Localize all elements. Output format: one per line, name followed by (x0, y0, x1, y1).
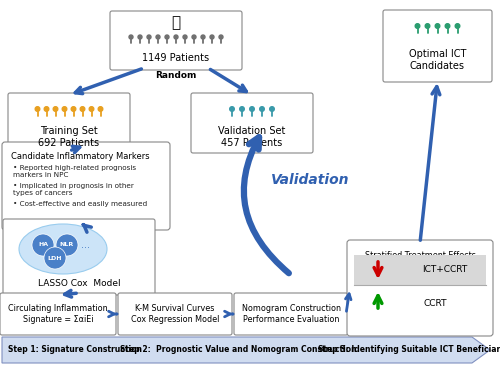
Text: K-M Survival Curves
Cox Regression Model: K-M Survival Curves Cox Regression Model (131, 304, 219, 324)
Text: Nomogram Construction
Performance Evaluation: Nomogram Construction Performance Evalua… (242, 304, 340, 324)
Text: LDH: LDH (48, 255, 62, 261)
Text: Training Set
692 Patients: Training Set 692 Patients (38, 126, 100, 148)
Text: • Reported high-related prognosis
markers in NPC: • Reported high-related prognosis marker… (13, 165, 136, 178)
Text: Step 2:  Prognostic Value and Nomogram Construction: Step 2: Prognostic Value and Nomogram Co… (120, 345, 356, 354)
Circle shape (71, 107, 76, 111)
Circle shape (201, 35, 205, 39)
Circle shape (35, 107, 40, 111)
Circle shape (415, 24, 420, 28)
Text: Optimal ICT
Candidates: Optimal ICT Candidates (409, 49, 466, 71)
Circle shape (89, 107, 94, 111)
Text: HA: HA (38, 243, 48, 248)
Circle shape (32, 234, 54, 256)
Text: ...: ... (80, 240, 90, 250)
Circle shape (230, 107, 234, 111)
Circle shape (80, 107, 85, 111)
Text: Validation: Validation (271, 173, 349, 187)
FancyArrow shape (2, 337, 490, 363)
Text: 1149 Patients: 1149 Patients (142, 53, 210, 63)
Text: 🏥: 🏥 (172, 15, 180, 30)
Text: Step 1: Signature Construction: Step 1: Signature Construction (8, 345, 142, 354)
Circle shape (53, 107, 58, 111)
Circle shape (219, 35, 223, 39)
Text: Candidate Inflammatory Markers: Candidate Inflammatory Markers (11, 152, 149, 161)
Circle shape (435, 24, 440, 28)
Text: CCRT: CCRT (423, 298, 447, 307)
Circle shape (174, 35, 178, 39)
Ellipse shape (19, 224, 107, 274)
FancyBboxPatch shape (118, 293, 232, 335)
FancyBboxPatch shape (0, 293, 116, 335)
Circle shape (44, 107, 49, 111)
Circle shape (165, 35, 169, 39)
FancyBboxPatch shape (347, 240, 493, 336)
Text: Validation Set
457 Patients: Validation Set 457 Patients (218, 126, 286, 148)
Circle shape (138, 35, 142, 39)
Circle shape (156, 35, 160, 39)
Circle shape (425, 24, 430, 28)
Text: Stratified Treatment Effects: Stratified Treatment Effects (364, 251, 476, 260)
Circle shape (250, 107, 254, 111)
FancyBboxPatch shape (110, 11, 242, 70)
FancyBboxPatch shape (354, 255, 486, 285)
FancyBboxPatch shape (234, 293, 348, 335)
Circle shape (445, 24, 450, 28)
Text: Step 3: Identifying Suitable ICT Beneficiaries: Step 3: Identifying Suitable ICT Benefic… (318, 345, 500, 354)
Text: • Implicated in prognosis in other
types of cancers: • Implicated in prognosis in other types… (13, 183, 134, 196)
Circle shape (240, 107, 244, 111)
Circle shape (62, 107, 67, 111)
Circle shape (147, 35, 151, 39)
Circle shape (192, 35, 196, 39)
FancyBboxPatch shape (383, 10, 492, 82)
Text: LASSO Cox  Model: LASSO Cox Model (38, 279, 120, 288)
FancyBboxPatch shape (8, 93, 130, 153)
Circle shape (98, 107, 103, 111)
Text: ICT+CCRT: ICT+CCRT (422, 266, 468, 274)
Circle shape (260, 107, 264, 111)
Text: Circulating Inflammation
Signature = ΣαiEi: Circulating Inflammation Signature = Σαi… (8, 304, 108, 324)
FancyBboxPatch shape (191, 93, 313, 153)
Circle shape (56, 234, 78, 256)
Text: NLR: NLR (60, 243, 74, 248)
Circle shape (270, 107, 274, 111)
FancyBboxPatch shape (2, 142, 170, 230)
Text: • Cost-effective and easily measured: • Cost-effective and easily measured (13, 201, 147, 207)
Text: Random: Random (156, 70, 196, 80)
Circle shape (44, 247, 66, 269)
Circle shape (210, 35, 214, 39)
Circle shape (129, 35, 133, 39)
FancyBboxPatch shape (3, 219, 155, 295)
Circle shape (183, 35, 187, 39)
Circle shape (455, 24, 460, 28)
